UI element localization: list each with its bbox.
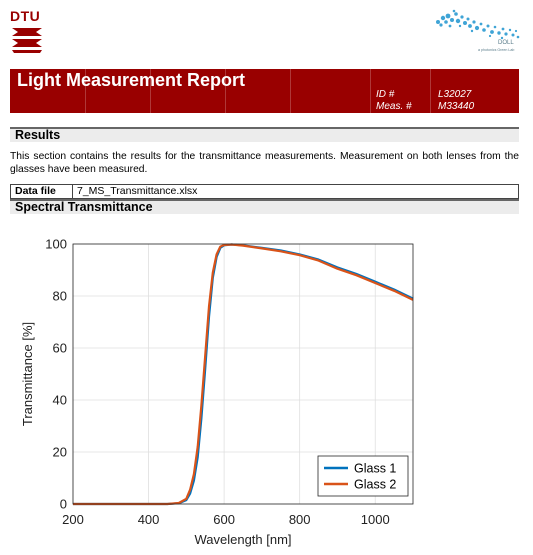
chart-legend: Glass 1 Glass 2 [317,455,409,497]
x-tick-label: 600 [213,512,235,527]
report-banner: Light Measurement Report ID # L32027 Mea… [10,69,519,113]
dtu-logo: DTU [10,8,44,58]
x-tick-label: 800 [289,512,311,527]
report-meas-label: Meas. # [376,101,412,112]
results-description: This section contains the results for th… [10,151,519,175]
spectral-heading: Spectral Transmittance [10,199,519,214]
report-meas-value: M33440 [438,101,475,112]
report-id-value: L32027 [438,89,472,100]
report-title: Light Measurement Report [17,70,246,90]
transmittance-chart: 200 400 600 800 1000 0 20 40 60 80 100 Wavelength … [20,237,414,547]
x-axis-label: Wavelength [nm] [194,532,291,547]
data-file-value: 7_MS_Transmittance.xlsx [77,185,198,197]
series-line-2 [73,243,414,506]
doll-logo [432,8,522,63]
dtu-logo-text: DTU [10,8,41,24]
y-tick-label: 60 [53,341,67,356]
report-id-label: ID # [376,89,395,100]
y-axis-label: Transmittance [%] [20,322,35,426]
x-tick-label: 1000 [361,512,390,527]
y-tick-label: 0 [60,497,67,512]
y-tick-label: 80 [53,289,67,304]
doll-dots-icon [436,9,520,40]
x-tick-label: 400 [138,512,160,527]
legend-label: Glass 1 [354,462,396,476]
legend-box [317,455,409,497]
chart-ticks: 200 400 600 800 1000 0 20 40 60 80 100 [45,237,389,528]
chart-series [73,243,414,506]
data-file-label: Data file [11,185,73,198]
doll-logo-name: DOLL [498,40,514,46]
y-tick-label: 40 [53,393,67,408]
plot-area-frame [72,243,414,505]
x-tick-label: 200 [62,512,84,527]
y-tick-label: 100 [45,237,67,252]
y-tick-label: 20 [53,445,67,460]
data-file-row: Data file 7_MS_Transmittance.xlsx [10,184,519,199]
legend-label: Glass 2 [354,478,396,492]
results-heading: Results [10,127,519,142]
dtu-emblem-icon [12,28,42,53]
doll-logo-tagline: a photonics Green Lab [478,48,515,52]
